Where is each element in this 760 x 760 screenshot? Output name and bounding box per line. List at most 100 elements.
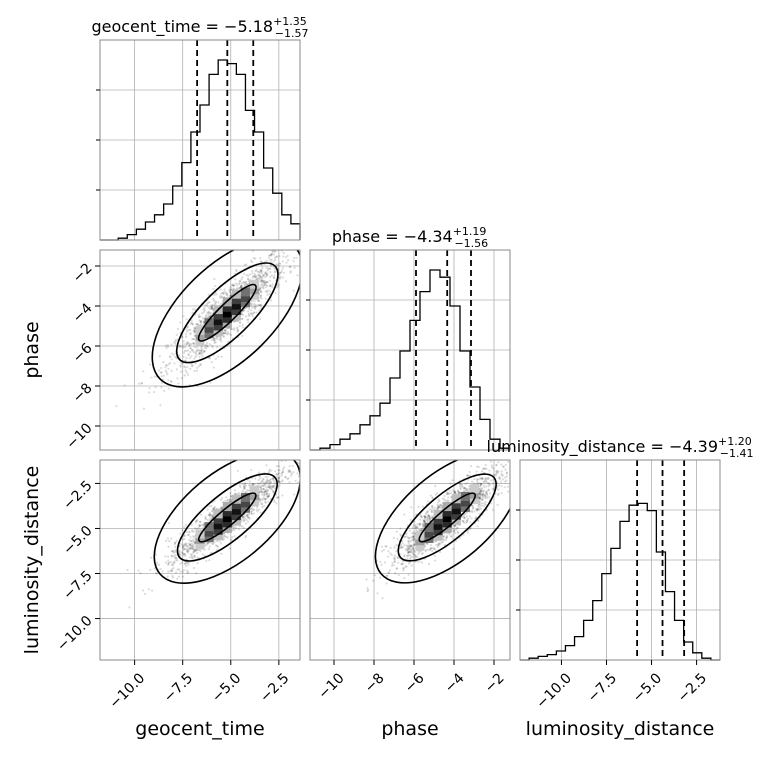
axes-frame: [99, 459, 301, 661]
x-tick-label: −2.5: [675, 670, 710, 705]
density-cell: [250, 290, 260, 300]
x-tick-label: −4: [442, 670, 468, 696]
density-cell: [231, 300, 241, 310]
x-tick-label: −5.0: [630, 670, 665, 705]
density-cell: [469, 484, 479, 494]
hist-panel-luminosity_distance: luminosity_distance = −4.39+1.20 −1.41: [487, 435, 754, 661]
plot-area: [115, 250, 300, 410]
y-axis-label-phase: phase: [21, 321, 43, 378]
x-tick-label: −10.0: [107, 670, 149, 712]
x-tick-label: −5.0: [209, 670, 244, 705]
x-axis-label-geocent_time: geocent_time: [135, 718, 264, 740]
x-tick-label: −2: [482, 670, 508, 696]
density-cell: [195, 325, 205, 335]
density-cell: [222, 313, 232, 323]
y-tick-label: −10.0: [54, 613, 96, 655]
density-cell: [231, 511, 241, 521]
density-cell: [433, 531, 443, 541]
density-cell: [222, 507, 232, 517]
x-tick-label: −8: [362, 670, 388, 696]
density-cell: [240, 292, 250, 302]
y-tick-label: −6: [70, 340, 96, 366]
scatter-panel-luminosity_distance-vs-geocent_time: [99, 459, 301, 661]
axes-frame: [309, 459, 511, 661]
x-axis-label-phase: phase: [381, 718, 438, 740]
density-cell: [460, 502, 470, 512]
density-cell: [213, 316, 223, 326]
density-cell: [204, 323, 214, 333]
x-tick-label: −10: [315, 670, 347, 702]
density-cell: [213, 531, 223, 541]
y-tick-label: −5.0: [60, 523, 95, 558]
density-cell: [231, 494, 241, 504]
contour-1: [197, 283, 257, 342]
density-cell: [415, 541, 425, 551]
density-cell: [204, 522, 214, 532]
density-cell: [460, 497, 470, 507]
density-cell: [213, 525, 223, 535]
scatter-panel-phase-vs-geocent_time: [99, 249, 301, 451]
density-cell: [195, 540, 205, 550]
y-tick-label: −2: [70, 260, 96, 286]
density-cell: [451, 510, 461, 520]
x-tick-label: −10.0: [533, 670, 575, 712]
density-cell: [213, 321, 223, 331]
density-cell: [195, 331, 205, 341]
density-cell: [250, 491, 260, 501]
density-cell: [424, 528, 434, 538]
y-tick-label: −8: [70, 380, 96, 406]
y-axis-label-luminosity_distance: luminosity_distance: [21, 466, 43, 655]
density-cell: [231, 295, 241, 305]
density-cell: [204, 533, 214, 543]
density-cell: [240, 498, 250, 508]
histogram-phase: [310, 269, 511, 451]
contour-3: [151, 250, 300, 388]
density-cell: [451, 499, 461, 509]
density-cell: [222, 302, 232, 312]
y-tick-label: −7.5: [60, 568, 95, 603]
density-cell: [204, 527, 214, 537]
density-cell: [433, 520, 443, 530]
density-cell: [433, 515, 443, 525]
contour-1: [197, 492, 257, 543]
density-cell: [442, 512, 452, 522]
contour-2: [175, 262, 279, 364]
contour-2: [397, 473, 497, 562]
title-phase: phase = −4.34+1.19 −1.56: [332, 225, 488, 250]
density-cell: [222, 512, 232, 522]
density-cell: [213, 514, 223, 524]
density-cell: [433, 526, 443, 536]
title-luminosity_distance: luminosity_distance = −4.39+1.20 −1.41: [487, 435, 754, 460]
density-cell: [424, 533, 434, 543]
y-tick-label: −2.5: [60, 478, 95, 513]
density-cell: [222, 518, 232, 528]
density-cell: [424, 523, 434, 533]
density-cell: [213, 520, 223, 530]
density-cell: [240, 492, 250, 502]
y-tick-label: −4: [70, 300, 96, 326]
density-cell: [231, 306, 241, 316]
axes-frame: [99, 249, 301, 451]
title-geocent_time: geocent_time = −5.18+1.35 −1.57: [91, 15, 308, 40]
hist-panel-geocent_time: geocent_time = −5.18+1.35 −1.57: [91, 15, 309, 241]
histogram-geocent_time: [100, 59, 301, 241]
contour-3: [153, 460, 300, 585]
y-tick-label: −10: [63, 420, 95, 452]
density-cell: [240, 298, 250, 308]
density-cell: [231, 500, 241, 510]
x-tick-label: −7.5: [161, 670, 196, 705]
density-cell: [195, 534, 205, 544]
histogram-luminosity_distance: [520, 502, 720, 661]
contour-1: [418, 492, 476, 543]
density-cell: [204, 329, 214, 339]
x-axis-label-luminosity_distance: luminosity_distance: [526, 718, 715, 740]
density-cell: [451, 505, 461, 515]
density-cell: [442, 518, 452, 528]
density-cell: [250, 285, 260, 295]
density-cell: [442, 507, 452, 517]
density-cell: [250, 485, 260, 495]
x-tick-label: −7.5: [585, 670, 620, 705]
density-cell: [213, 310, 223, 320]
hist-panel-phase: phase = −4.34+1.19 −1.56: [306, 225, 511, 451]
